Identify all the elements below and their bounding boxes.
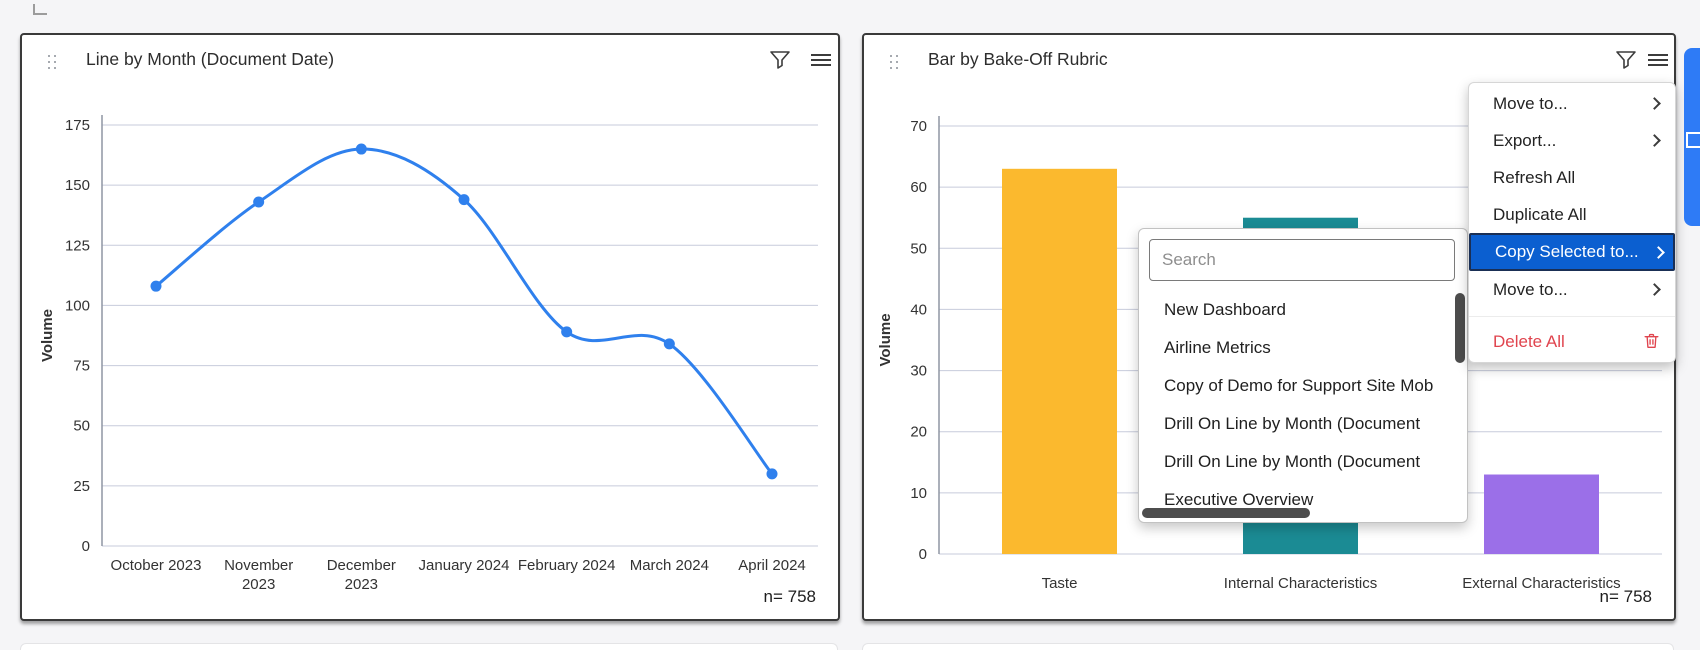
y-tick-label: 40 bbox=[910, 301, 927, 318]
y-tick-label: 125 bbox=[65, 237, 90, 254]
widget-title: Line by Month (Document Date) bbox=[86, 49, 335, 69]
y-tick-label: 60 bbox=[910, 179, 927, 196]
line-chart-widget: Line by Month (Document Date) 0 25 50 75 100… bbox=[20, 33, 840, 621]
x-tick-label: External Characteristics bbox=[1462, 575, 1620, 592]
y-axis-title: Volume bbox=[39, 309, 56, 362]
side-panel-handle[interactable] bbox=[1684, 48, 1700, 226]
sample-size-label: n= 758 bbox=[763, 587, 816, 606]
y-tick-label: 10 bbox=[910, 485, 927, 502]
x-tick-label: December 2023 bbox=[327, 557, 396, 593]
menu-item-move-to[interactable]: Move to... bbox=[1469, 85, 1675, 122]
chevron-right-icon bbox=[1652, 246, 1665, 259]
menu-item-label: Delete All bbox=[1493, 332, 1565, 351]
y-tick-label: 50 bbox=[73, 418, 90, 435]
x-tick-label: October 2023 bbox=[111, 557, 202, 574]
corner-resize-mark bbox=[33, 4, 47, 15]
line-chart-svg: 0 25 50 75 100 125 150 175 Volume October 2023 Nov… bbox=[39, 115, 818, 593]
y-tick-label: 100 bbox=[65, 297, 90, 314]
trash-icon bbox=[1644, 333, 1659, 349]
dashboard-option[interactable]: Airline Metrics bbox=[1164, 338, 1271, 357]
panel-square-icon bbox=[1686, 132, 1700, 148]
y-tick-label: 25 bbox=[73, 478, 90, 495]
data-point[interactable] bbox=[150, 280, 162, 292]
chevron-right-icon bbox=[1648, 97, 1661, 110]
dashboard-option[interactable]: Drill On Line by Month (Document bbox=[1164, 414, 1421, 433]
menu-item-label: Duplicate All bbox=[1493, 205, 1587, 224]
search-input[interactable] bbox=[1149, 239, 1455, 281]
y-tick-label: 30 bbox=[910, 363, 927, 380]
chevron-right-icon bbox=[1648, 134, 1661, 147]
y-tick-label: 75 bbox=[73, 358, 90, 375]
data-point[interactable] bbox=[663, 338, 675, 350]
horizontal-scrollbar[interactable] bbox=[1142, 508, 1310, 518]
menu-item-label: Copy Selected to... bbox=[1495, 242, 1639, 261]
dashboard-option[interactable]: New Dashboard bbox=[1164, 300, 1286, 319]
copy-to-dashboard-dropdown: New Dashboard Airline Metrics Copy of Demo… bbox=[1138, 228, 1468, 523]
menu-item-duplicate-all[interactable]: Duplicate All bbox=[1469, 196, 1675, 233]
menu-separator bbox=[1469, 316, 1675, 317]
data-point[interactable] bbox=[766, 468, 778, 480]
y-axis-title: Volume bbox=[877, 313, 894, 366]
dashboard-option[interactable]: Copy of Demo for Support Site Mob bbox=[1164, 376, 1434, 395]
vertical-scrollbar[interactable] bbox=[1455, 293, 1465, 363]
data-point[interactable] bbox=[458, 194, 470, 206]
drag-handle-icon[interactable] bbox=[888, 53, 900, 71]
x-tick-label: March 2024 bbox=[630, 557, 709, 574]
menu-icon[interactable] bbox=[1645, 47, 1671, 73]
x-tick-label: February 2024 bbox=[518, 557, 616, 574]
y-tick-label: 150 bbox=[65, 177, 90, 194]
dashboard-option[interactable]: Executive Overview bbox=[1164, 490, 1314, 509]
menu-item-label: Move to... bbox=[1493, 94, 1568, 113]
sample-size-label: n= 758 bbox=[1599, 587, 1652, 606]
menu-item-label: Refresh All bbox=[1493, 168, 1576, 187]
menu-item-export[interactable]: Export... bbox=[1469, 122, 1675, 159]
chevron-right-icon bbox=[1648, 283, 1661, 296]
menu-item-move-to[interactable]: Move to... bbox=[1469, 271, 1675, 308]
next-row-widget-edge bbox=[862, 643, 1674, 650]
x-tick-label: Taste bbox=[1042, 575, 1078, 592]
menu-item-delete-all[interactable]: Delete All bbox=[1469, 323, 1675, 360]
y-tick-label: 0 bbox=[919, 546, 927, 563]
bar-external-characteristics[interactable] bbox=[1484, 474, 1599, 554]
dashboard-option-list: New Dashboard Airline Metrics Copy of Demo… bbox=[1139, 291, 1455, 519]
next-row-widget-edge bbox=[20, 643, 838, 650]
data-point[interactable] bbox=[253, 196, 265, 208]
y-tick-label: 70 bbox=[910, 118, 927, 135]
widget-title: Bar by Bake-Off Rubric bbox=[928, 49, 1108, 69]
y-tick-label: 20 bbox=[910, 424, 927, 441]
menu-item-label: Move to... bbox=[1493, 280, 1568, 299]
data-point[interactable] bbox=[355, 143, 367, 155]
menu-item-refresh-all[interactable]: Refresh All bbox=[1469, 159, 1675, 196]
drag-handle-icon[interactable] bbox=[46, 53, 58, 71]
y-tick-label: 175 bbox=[65, 117, 90, 134]
x-tick-label: April 2024 bbox=[738, 557, 806, 574]
y-tick-label: 50 bbox=[910, 240, 927, 257]
menu-item-label: Export... bbox=[1493, 131, 1557, 150]
dashboard-option[interactable]: Drill On Line by Month (Document bbox=[1164, 452, 1421, 471]
x-tick-label: Internal Characteristics bbox=[1224, 575, 1377, 592]
menu-item-copy-selected-to[interactable]: Copy Selected to... bbox=[1469, 233, 1675, 271]
context-menu: Move to... Export... Refresh All Duplicate … bbox=[1468, 82, 1676, 363]
menu-icon[interactable] bbox=[808, 47, 834, 73]
filter-icon[interactable] bbox=[767, 47, 793, 73]
data-point[interactable] bbox=[561, 326, 573, 338]
x-tick-label: January 2024 bbox=[419, 557, 510, 574]
bar-taste[interactable] bbox=[1002, 168, 1117, 555]
y-tick-label: 0 bbox=[82, 538, 90, 555]
filter-icon[interactable] bbox=[1613, 47, 1639, 73]
x-tick-label: November 2023 bbox=[224, 557, 293, 593]
